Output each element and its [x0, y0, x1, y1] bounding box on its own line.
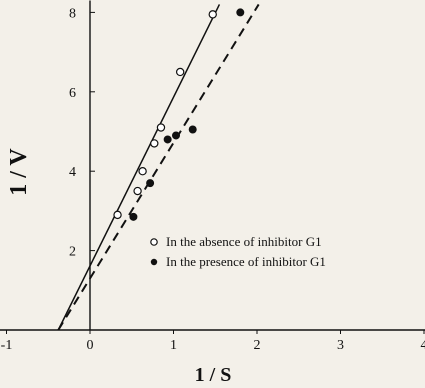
x-tick-label: 1	[170, 338, 177, 353]
x-tick-label: 4	[421, 338, 425, 353]
data-point-presence	[236, 8, 245, 17]
y-axis-title: 1 / V	[6, 148, 32, 196]
tick-labels: -1 0 1 2 3 4 2 4 6 8	[1, 6, 425, 353]
data-point-presence	[129, 212, 138, 221]
data-point-absence	[113, 210, 122, 220]
data-point-presence	[163, 135, 172, 144]
x-tick-label: -1	[1, 338, 13, 353]
fit-line-absence	[57, 4, 221, 331]
legend: In the absence of inhibitor G1 In the pr…	[150, 234, 326, 269]
data-point-absence	[208, 10, 217, 19]
x-tick-label: 0	[87, 338, 94, 353]
data-point-absence	[133, 186, 142, 196]
fit-lines	[57, 3, 260, 331]
y-tick-label: 6	[69, 86, 76, 101]
y-tick-label: 4	[69, 165, 76, 180]
data-point-presence	[188, 125, 197, 134]
data-point-presence	[172, 131, 181, 140]
fit-line-presence	[57, 3, 260, 331]
data-point-absence	[150, 139, 159, 148]
legend-marker-presence	[150, 258, 158, 266]
legend-marker-absence	[150, 238, 158, 246]
x-tick-label: 2	[254, 338, 261, 353]
data-markers	[113, 8, 245, 221]
data-point-absence	[156, 123, 166, 132]
data-point-presence	[146, 179, 155, 188]
x-axis-title: 1 / S	[195, 364, 232, 386]
legend-label-presence: In the presence of inhibitor G1	[166, 254, 326, 269]
data-point-absence	[138, 166, 147, 176]
data-point-absence	[175, 67, 185, 77]
x-tick-label: 3	[337, 338, 344, 353]
axes	[0, 0, 425, 334]
legend-label-absence: In the absence of inhibitor G1	[166, 234, 322, 249]
y-tick-label: 2	[69, 245, 76, 260]
y-tick-label: 8	[69, 6, 76, 21]
